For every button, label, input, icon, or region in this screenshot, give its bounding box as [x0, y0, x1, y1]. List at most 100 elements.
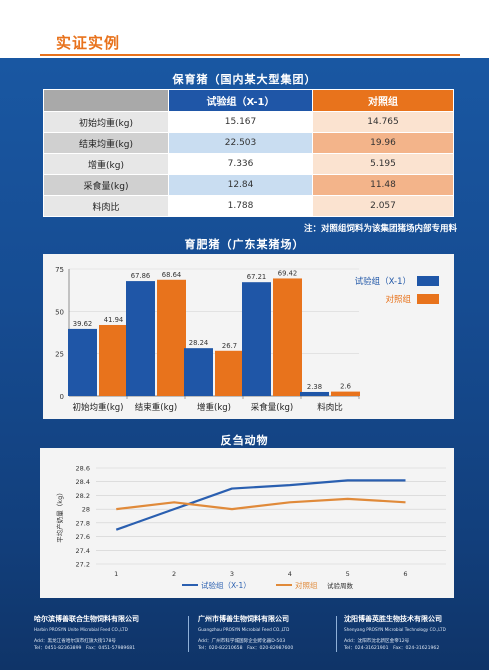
- table-row: 采食量(kg) 12.84 11.48: [43, 174, 454, 196]
- footer-divider: [336, 616, 337, 652]
- company-name: 广州市博善生物饲料有限公司: [198, 615, 289, 623]
- table-row: 结束均重(kg) 22.503 19.96: [43, 132, 454, 154]
- legend-label: 对照组: [385, 294, 411, 305]
- bar: [242, 282, 271, 396]
- data-label: 26.7: [222, 342, 237, 350]
- series-line: [116, 497, 406, 511]
- control-value: 5.195: [312, 153, 454, 175]
- footer-company-guangzhou: 广州市博善生物饲料有限公司 Guangzhou PROSYN Microbial…: [198, 614, 293, 651]
- x-tick-label: 4: [288, 570, 292, 578]
- company-english-name: Guangzhou PROSYN Microbial Feed CO.,LTD: [198, 627, 290, 632]
- table-row: 增重(kg) 7.336 5.195: [43, 153, 454, 175]
- row-label: 采食量(kg): [43, 174, 169, 196]
- bar: [184, 348, 213, 396]
- y-tick-label: 27.6: [76, 533, 90, 541]
- trial-value: 22.503: [168, 132, 313, 154]
- bar: [331, 391, 360, 396]
- table-header-blank: [43, 89, 169, 112]
- y-tick-label: 25: [55, 351, 64, 359]
- data-label: 67.21: [247, 273, 266, 281]
- fattening-section-title: 育肥猪（广东某猪场）: [184, 238, 305, 251]
- company-name: 沈阳博善英胜生物技术有限公司: [344, 615, 442, 623]
- title-underline: [40, 54, 460, 56]
- x-tick-label: 料肉比: [317, 402, 343, 413]
- company-english-name: Shenyang PROSYN Microbial Technology CO.…: [344, 627, 446, 632]
- table-note: 注：对照组饲料为该集团猪场内部专用料: [303, 224, 457, 234]
- legend-swatch: [417, 276, 439, 286]
- legend-swatch: [417, 294, 439, 304]
- legend-label: 试验组（X-1）: [355, 276, 411, 287]
- fattening-bar-chart: 0 25 50 75 39.62 41.94 初始均重(kg) 67.86 68.64 结束重(k…: [43, 254, 454, 419]
- data-label: 28.24: [189, 339, 208, 347]
- control-value: 2.057: [312, 195, 454, 217]
- company-address: Add：广州市科学城国际企业孵化器D-503: [198, 639, 286, 644]
- top-band: [0, 0, 489, 58]
- y-tick-label: 50: [55, 308, 64, 316]
- row-label: 结束均重(kg): [43, 132, 169, 154]
- ruminant-section-title: 反刍动物: [220, 434, 269, 447]
- table-header-trial: 试验组（X-1）: [168, 89, 313, 112]
- x-axis-label: 试验周数: [327, 581, 354, 590]
- series-line: [115, 479, 406, 531]
- x-tick-label: 3: [230, 570, 234, 578]
- page-title: 实证实例: [56, 34, 121, 52]
- y-axis-label: 平均产奶量（kg）: [55, 489, 64, 542]
- x-tick-label: 1: [114, 570, 118, 578]
- table-row: 初始均重(kg) 15.167 14.765: [43, 111, 454, 133]
- bar: [273, 278, 302, 396]
- table-header-control: 对照组: [312, 89, 454, 112]
- bar: [99, 324, 128, 396]
- data-label: 69.42: [278, 269, 297, 277]
- y-tick-label: 27.2: [76, 561, 90, 569]
- trial-value: 15.167: [168, 111, 313, 133]
- control-value: 19.96: [312, 132, 454, 154]
- company-phone: Tel：020-82210658 Fax：020-82987600: [198, 646, 294, 651]
- company-name: 哈尔滨博善联合生物饲料有限公司: [34, 615, 139, 623]
- x-tick-label: 初始均重(kg): [73, 402, 124, 413]
- data-label: 2.38: [307, 383, 322, 391]
- footer: 哈尔滨博善联合生物饲料有限公司 Harbin PROSYN Unite Micr…: [0, 608, 489, 670]
- y-tick-label: 75: [55, 266, 64, 274]
- trial-value: 7.336: [168, 153, 313, 175]
- company-phone: Tel：024-31621901 Fax：024-31621962: [344, 646, 440, 651]
- line-chart-svg: 27.2 27.4 27.6 27.8 28 28.2 28.4 28.6 1 2 3 4 5 6 平均产奶…: [55, 465, 446, 590]
- x-tick-label: 2: [172, 570, 176, 578]
- y-tick-label: 28: [82, 506, 90, 514]
- table-section-title: 保育猪（国内某大型集团）: [172, 73, 317, 86]
- bar: [68, 328, 97, 396]
- company-address: Add：黑龙江省哈尔滨市红旗大街178号: [34, 639, 116, 644]
- legend-label: 试验组（X-1）: [201, 580, 251, 590]
- control-value: 11.48: [312, 174, 454, 196]
- y-tick-label: 27.4: [76, 547, 90, 555]
- trial-value: 12.84: [168, 174, 313, 196]
- row-label: 料肉比: [43, 195, 169, 217]
- data-label: 2.6: [340, 383, 351, 391]
- data-label: 39.62: [73, 320, 92, 328]
- footer-company-harbin: 哈尔滨博善联合生物饲料有限公司 Harbin PROSYN Unite Micr…: [34, 614, 139, 651]
- ruminant-line-chart: 27.2 27.4 27.6 27.8 28 28.2 28.4 28.6 1 2 3 4 5 6 平均产奶…: [40, 448, 454, 598]
- x-tick-label: 5: [346, 570, 350, 578]
- bar: [215, 350, 244, 396]
- y-tick-label: 27.8: [76, 519, 90, 527]
- footer-divider: [188, 616, 189, 652]
- data-label: 41.94: [104, 316, 123, 324]
- x-tick-label: 采食量(kg): [251, 402, 293, 413]
- bar: [157, 279, 186, 396]
- x-tick-label: 增重(kg): [197, 402, 231, 413]
- trial-value: 1.788: [168, 195, 313, 217]
- y-tick-label: 28.6: [76, 465, 90, 473]
- x-tick-label: 6: [403, 570, 407, 578]
- company-address: Add：沈阳市沈北新区金帝12号: [344, 639, 410, 644]
- company-english-name: Harbin PROSYN Unite Microbial Feed CO.,L…: [34, 627, 128, 632]
- legend-label: 对照组: [295, 580, 318, 590]
- x-tick-label: 结束重(kg): [135, 402, 177, 413]
- bar-chart-svg: 0 25 50 75 39.62 41.94 初始均重(kg) 67.86 68.64 结束重(k…: [55, 266, 439, 413]
- bar: [126, 281, 155, 396]
- table-row: 料肉比 1.788 2.057: [43, 195, 454, 217]
- row-label: 增重(kg): [43, 153, 169, 175]
- company-phone: Tel：0451-82363899 Fax：0451-57989681: [34, 646, 136, 651]
- control-value: 14.765: [312, 111, 454, 133]
- bar: [300, 391, 329, 396]
- y-tick-label: 28.2: [76, 492, 90, 500]
- y-tick-label: 28.4: [76, 478, 90, 486]
